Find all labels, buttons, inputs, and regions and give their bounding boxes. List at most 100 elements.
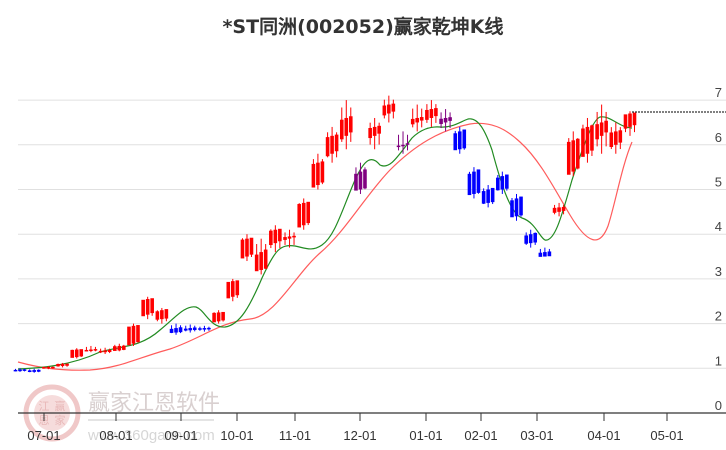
candlestick [235,280,240,298]
candlestick [575,138,580,170]
candlestick [27,369,32,373]
candlestick [212,312,216,323]
candlestick [60,362,65,368]
candlestick [79,349,84,357]
x-tick-label: 03-01 [520,428,553,443]
candlestick [160,307,164,324]
candlestick [457,126,462,154]
candlestick [226,281,231,299]
y-tick-label: 0 [715,398,722,413]
candlestick [254,244,259,272]
svg-text:赢: 赢 [55,399,66,413]
candlestick [36,369,41,373]
x-tick-label: 11-01 [279,428,311,443]
candlestick [481,188,486,205]
candlestick [145,296,150,320]
candlestick [354,167,358,191]
y-tick-label: 7 [715,85,722,100]
candlestick [538,248,543,257]
ma-short-line [17,116,633,370]
candlestick [263,244,268,270]
candlestick [552,204,557,215]
candlestick [533,232,537,245]
candlestick [278,228,282,249]
candlestick [117,343,122,352]
candlestick [510,197,514,218]
candlestick [585,117,590,163]
candlestick [311,159,316,188]
candlestick [339,107,344,142]
candlestick [192,325,197,332]
candlestick [500,171,505,194]
candlestick [623,114,628,133]
candlestick [183,325,188,332]
candlestick [566,138,571,175]
candlestick [297,203,302,228]
candlestick [448,112,452,129]
y-tick-label: 1 [715,353,722,368]
candlestick [476,169,481,194]
candlestick [368,122,372,145]
candlestick [93,346,98,352]
candlestick [382,99,387,119]
candlestick [174,323,178,335]
svg-text:家: 家 [55,413,66,427]
candlestick [415,104,420,132]
candlestick [306,201,311,226]
candlestick [155,310,160,322]
candlestick [51,366,55,369]
candlestick [150,298,154,316]
candlestick [46,366,51,370]
candlestick [113,344,117,351]
candlestick [221,311,225,322]
watermark-url: www.360gann.com [87,427,215,444]
candlestick [514,193,519,221]
x-tick-label: 07-01 [27,428,60,443]
candlestick [13,368,18,372]
candlestick [543,247,547,257]
candlestick [387,95,391,123]
candlestick [377,122,381,145]
x-axis: 07-01 08-01 09-01 10-01 11-01 12-01 01-01 02-01… [18,412,726,443]
candlestick [490,187,495,205]
candlestick [505,174,509,191]
candlestick [136,325,140,343]
candlestick [410,108,415,128]
candlestick [325,132,330,158]
candlestick [316,153,320,190]
candlestick [401,131,405,154]
candlestick [344,100,349,150]
candlestick [273,225,278,253]
x-tick-label: 09-01 [164,428,197,443]
candlestick [524,232,528,245]
candlestick [443,109,448,132]
candlestick [240,238,245,259]
candlestick [618,127,623,150]
candlestick [89,345,93,353]
candlestick [283,232,287,245]
candlestick [632,112,637,133]
candlestick [65,363,69,367]
candlestick [628,111,632,136]
y-tick-label: 3 [715,264,722,279]
x-tick-label: 01-01 [409,428,442,443]
candlestick [202,325,207,332]
candlestick [131,323,136,346]
candlestick [301,198,306,230]
candlestick [56,363,60,367]
candlestick [74,348,79,359]
candlestick [439,112,443,129]
candlestick [334,132,339,158]
candlestick [604,111,608,147]
candlestick [614,122,618,154]
candlestick [164,309,169,322]
candlestick [486,185,490,208]
candlestick [127,326,131,346]
candlestick [590,124,594,156]
y-tick-label: 2 [715,309,722,324]
candlestick [32,368,36,373]
candlestick [472,167,476,199]
candlestick [467,171,472,196]
y-tick-label: 6 [715,130,722,145]
